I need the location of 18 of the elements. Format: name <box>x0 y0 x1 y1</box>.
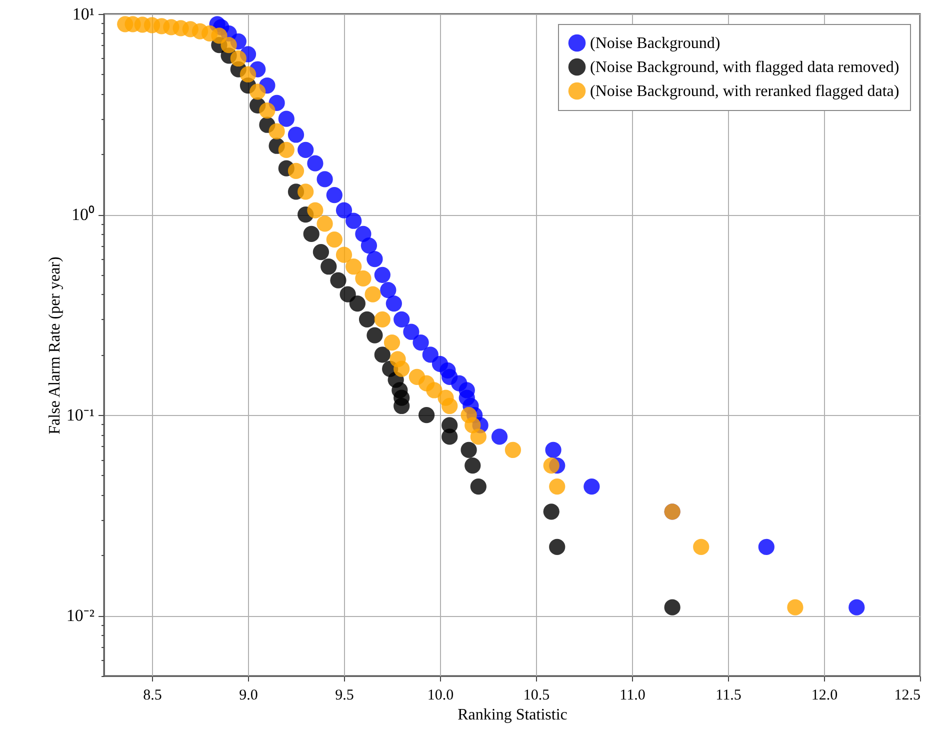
y-tick-label: 10⁰ <box>72 205 94 224</box>
y-tick-label: 10¹ <box>72 4 94 24</box>
legend-label: (Noise Background, with reranked flagged data) <box>590 83 900 100</box>
x-tick-label: 11.5 <box>716 688 742 704</box>
legend-label: (Noise Background) <box>590 35 720 52</box>
y-tick-label: 10⁻² <box>66 606 94 626</box>
x-tick-label: 10.0 <box>427 688 454 704</box>
x-tick-label: 12.0 <box>811 688 838 704</box>
y-tick-label: 10⁻¹ <box>66 406 94 425</box>
x-tick-label: 9.5 <box>335 688 354 704</box>
x-tick-label: 12.5 <box>894 688 920 704</box>
x-tick-label: 11.0 <box>620 688 646 704</box>
x-axis-title: Ranking Statistic <box>458 706 568 724</box>
x-tick-label: 10.5 <box>523 688 550 704</box>
y-axis-title: False Alarm Rate (per year) <box>46 256 64 434</box>
legend-label: (Noise Background, with flagged data removed) <box>590 59 900 76</box>
x-tick-label: 9.0 <box>239 688 258 704</box>
x-tick-label: 8.5 <box>143 688 162 704</box>
